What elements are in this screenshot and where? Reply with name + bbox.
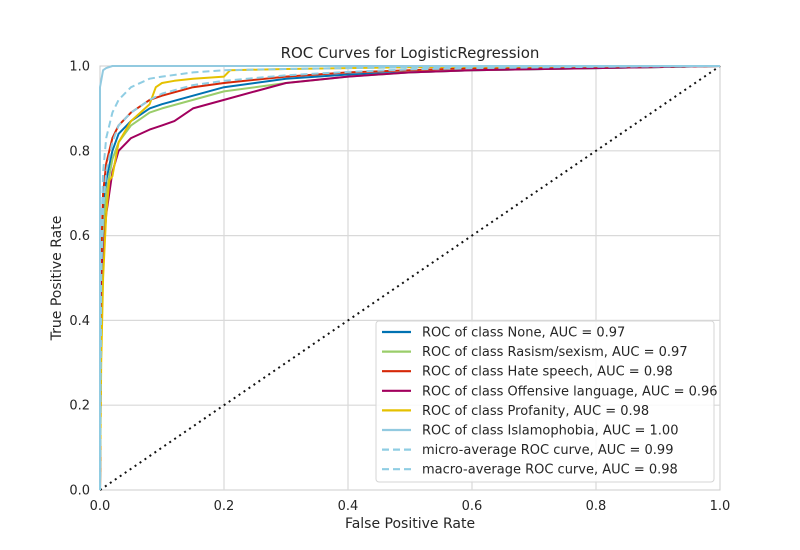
- legend-box: [375, 320, 715, 483]
- x-tick-label: 0.4: [338, 499, 359, 514]
- x-tick-label: 0.8: [586, 499, 607, 514]
- legend-entries: ROC of class None, AUC = 0.97 ROC of clas…: [382, 326, 718, 478]
- legend-entry-label: ROC of class None, AUC = 0.97: [422, 326, 625, 341]
- legend-entry-label: ROC of class Profanity, AUC = 0.98: [422, 404, 649, 419]
- legend-entry-label: micro-average ROC curve, AUC = 0.99: [422, 443, 673, 458]
- roc-curve-6: [99, 65, 721, 491]
- y-tick-label: 1.0: [69, 60, 90, 75]
- x-axis-label: False Positive Rate: [345, 516, 475, 532]
- legend-entry-label: ROC of class Islamophobia, AUC = 1.00: [422, 424, 678, 439]
- roc-curve-2: [99, 65, 721, 491]
- x-tick-label: 0.2: [214, 499, 235, 514]
- roc-curve-5: [99, 65, 720, 490]
- y-tick-label: 0.0: [69, 484, 90, 499]
- y-tick-label: 0.4: [69, 314, 90, 329]
- x-tick-label: 0.6: [462, 499, 483, 514]
- legend-entry-label: ROC of class Offensive language, AUC = 0…: [422, 384, 718, 399]
- y-tick-label: 0.6: [69, 229, 90, 244]
- x-tick-label: 0.0: [90, 499, 111, 514]
- y-tick-label: 0.2: [69, 399, 90, 414]
- legend-entry-label: ROC of class Hate speech, AUC = 0.98: [422, 365, 673, 380]
- chance-diagonal-line: [99, 65, 721, 491]
- tick-labels: 0.0 0.2 0.4 0.6 0.8 1.0 0.0 0.2 0.4 0.6 0.8 1.0: [69, 60, 730, 515]
- y-tick-label: 0.8: [69, 144, 90, 159]
- x-tick-label: 1.0: [710, 499, 731, 514]
- legend-entry-label: macro-average ROC curve, AUC = 0.98: [422, 463, 678, 478]
- roc-curve-4: [99, 65, 721, 491]
- chart-title: ROC Curves for LogisticRegression: [281, 44, 540, 62]
- series-lines: [99, 65, 721, 491]
- roc-curve-7: [99, 65, 721, 491]
- y-axis-label: True Positive Rate: [49, 216, 65, 342]
- legend-entry-label: ROC of class Rasism/sexism, AUC = 0.97: [422, 345, 688, 360]
- legend: ROC of class None, AUC = 0.97 ROC of clas…: [375, 320, 718, 483]
